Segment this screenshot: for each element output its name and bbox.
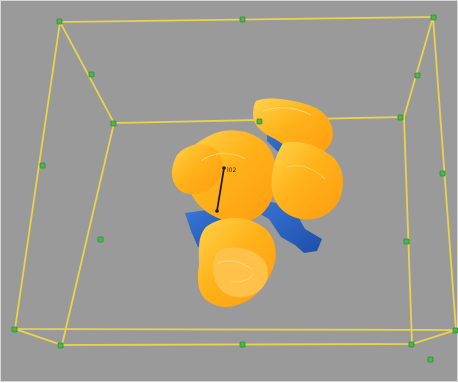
resize-handle[interactable] [397,114,404,121]
resize-handle[interactable] [57,342,64,349]
measurement-label: l02 [227,167,236,174]
bounding-box-edge [14,328,63,346]
resize-handle[interactable] [452,327,458,334]
resize-handle[interactable] [239,341,246,348]
measurement-line [216,167,225,212]
resize-handle[interactable] [39,162,46,169]
resize-handle[interactable] [403,238,410,245]
surface-highlights [200,107,326,283]
measurement-endpoint [222,166,226,170]
measurement-annotation[interactable]: l02 [215,166,236,213]
volume-surface[interactable] [171,98,343,307]
box-handles[interactable] [11,14,458,363]
resize-handle[interactable] [439,170,446,177]
orange-lobe [171,144,223,195]
resize-handle[interactable] [427,356,434,363]
blue-segment [249,199,322,253]
resize-handle[interactable] [88,71,95,78]
resize-handle[interactable] [408,341,415,348]
resize-handle[interactable] [239,16,246,23]
bounding-box-edge [403,16,434,118]
resize-handle[interactable] [56,18,63,25]
bounding-box-edge [411,329,457,345]
bounding-box-edge [59,21,115,124]
resize-handle[interactable] [414,72,421,79]
orange-lobe [253,98,333,157]
orange-lobe [271,141,343,220]
resize-handle[interactable] [256,118,263,125]
resize-handle[interactable] [11,326,18,333]
resize-handle[interactable] [430,14,437,21]
resize-handle[interactable] [97,236,104,243]
orange-lobe [212,247,268,298]
measurement-endpoint [215,209,219,213]
resize-handle[interactable] [110,120,117,127]
